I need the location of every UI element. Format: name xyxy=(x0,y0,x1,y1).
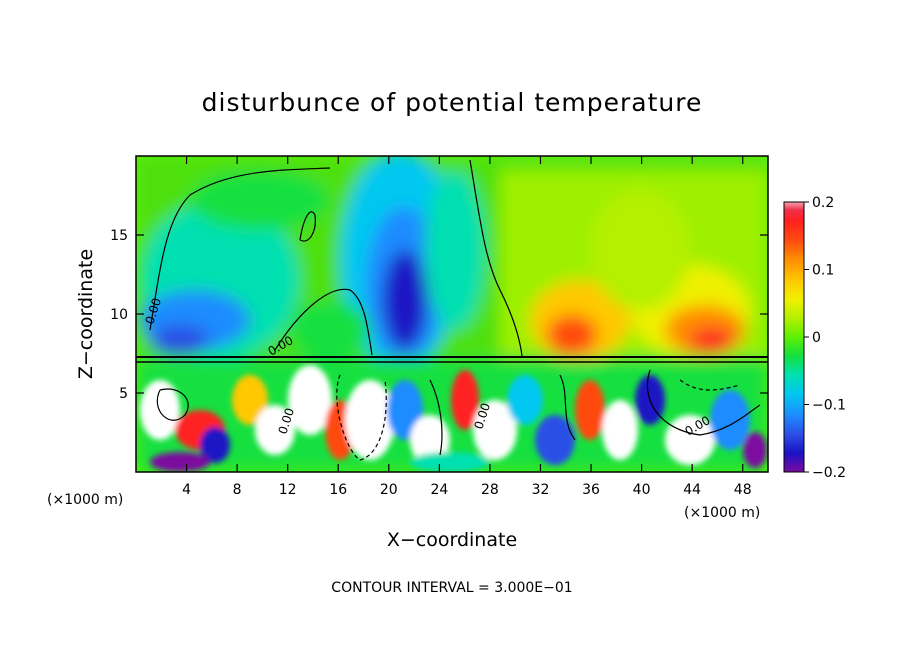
y-tick-label: 15 xyxy=(110,228,128,244)
x-unit-left: (×1000 m) xyxy=(47,492,123,508)
y-tick-label: 10 xyxy=(110,307,128,323)
colorbar-tick-label: 0.1 xyxy=(812,263,834,279)
contour-line xyxy=(149,167,331,331)
x-tick-label: 12 xyxy=(279,482,297,498)
contour-interval-note: CONTOUR INTERVAL = 3.000E−01 xyxy=(331,580,572,596)
contour-line xyxy=(336,374,387,461)
contour-line xyxy=(646,369,761,436)
heatmap-field xyxy=(136,156,768,472)
contour-line xyxy=(299,211,316,242)
colorbar-ticks: 0.2 0.1 0 −0.1 −0.2 xyxy=(804,195,846,481)
x-tick-label: 44 xyxy=(683,482,701,498)
x-axis-label: X−coordinate xyxy=(387,529,517,551)
contour-line xyxy=(679,379,741,391)
x-tick-label: 36 xyxy=(582,482,600,498)
contour-line xyxy=(156,388,189,421)
x-tick-label: 4 xyxy=(182,482,191,498)
contour-line xyxy=(559,374,576,441)
x-tick-label: 20 xyxy=(380,482,398,498)
colorbar-tick-label: −0.2 xyxy=(812,465,846,481)
colorbar-gradient xyxy=(783,201,805,473)
x-tick-label: 8 xyxy=(233,482,242,498)
x-tick-label: 16 xyxy=(329,482,347,498)
y-tick-label: 5 xyxy=(119,386,128,402)
colorbar-tick-label: −0.1 xyxy=(812,398,846,414)
chart-title: disturbunce of potential temperature xyxy=(202,88,703,117)
x-unit-right: (×1000 m) xyxy=(684,505,760,521)
y-axis-label: Z−coordinate xyxy=(75,249,97,379)
colorbar-tick-label: 0 xyxy=(812,330,821,346)
contour-line xyxy=(469,159,523,357)
x-axis-ticks: 4 8 12 16 20 24 28 32 36 40 44 48 xyxy=(182,156,752,498)
x-tick-label: 28 xyxy=(481,482,499,498)
x-tick-label: 48 xyxy=(734,482,752,498)
lower-turbulence xyxy=(140,365,767,472)
contour-line xyxy=(429,379,443,456)
contour-line xyxy=(274,288,373,356)
x-tick-label: 24 xyxy=(430,482,448,498)
y-axis-ticks: 5 10 15 xyxy=(110,228,768,402)
x-tick-label: 40 xyxy=(633,482,651,498)
plot-area: 0.00 0.00 0.00 0.00 0.00 xyxy=(136,156,768,472)
x-tick-label: 32 xyxy=(532,482,550,498)
colorbar-tick-label: 0.2 xyxy=(812,195,834,211)
contour-lines xyxy=(136,159,768,461)
colorbar: 0.2 0.1 0 −0.1 −0.2 xyxy=(783,195,846,481)
